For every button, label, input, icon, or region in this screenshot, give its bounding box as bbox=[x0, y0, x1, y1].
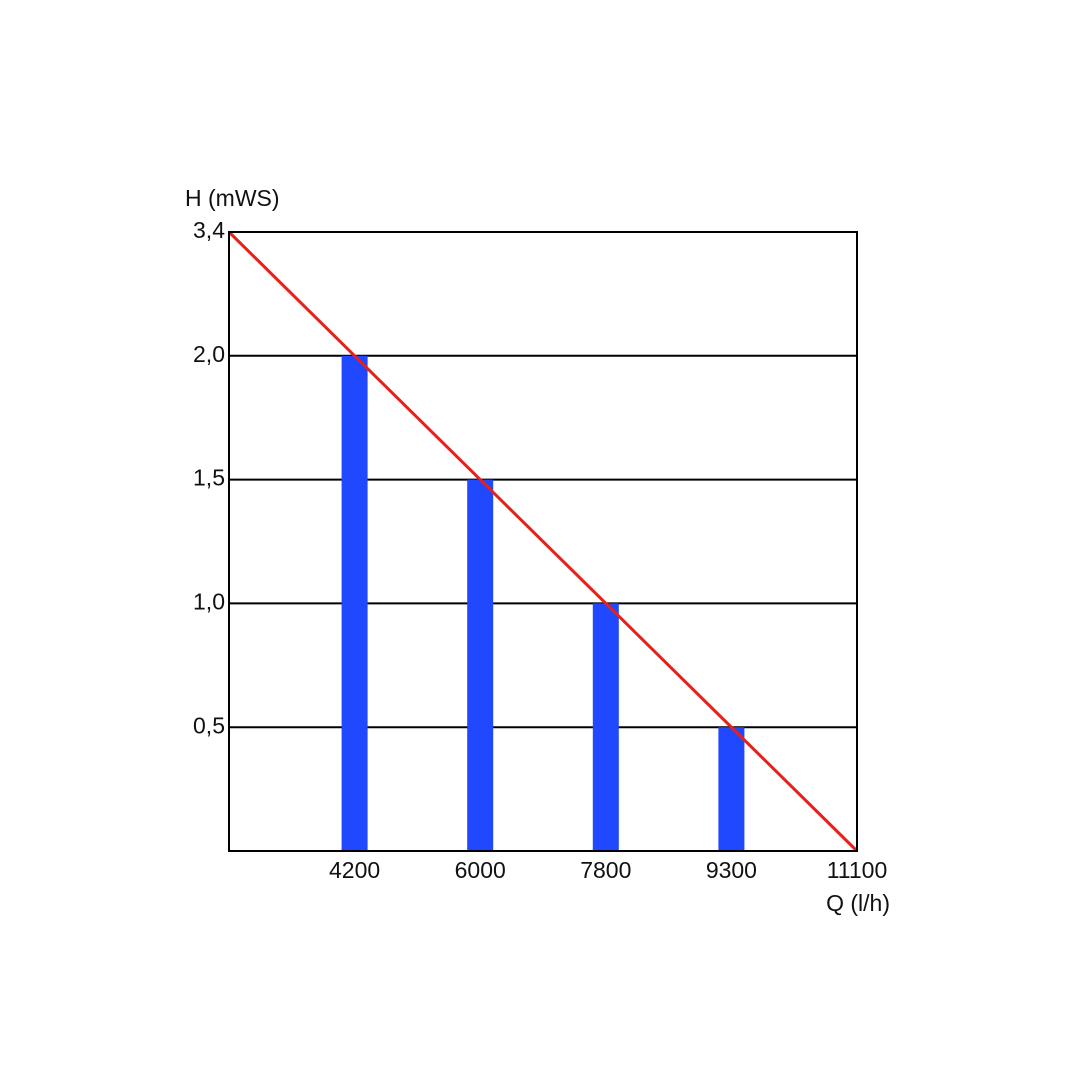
y-tick-label: 0,5 bbox=[193, 712, 225, 738]
y-tick-label: 1,0 bbox=[193, 588, 225, 614]
y-tick-label: 2,0 bbox=[193, 341, 225, 367]
x-tick-label: 9300 bbox=[706, 857, 757, 883]
x-tick-label: 11100 bbox=[827, 857, 888, 883]
x-tick-label: 4200 bbox=[329, 857, 380, 883]
bar bbox=[467, 479, 494, 851]
x-tick-label: 7800 bbox=[580, 857, 631, 883]
x-axis-title: Q (l/h) bbox=[826, 890, 890, 916]
bar bbox=[718, 727, 745, 851]
y-tick-label: 3,4 bbox=[193, 217, 225, 243]
bar bbox=[592, 603, 619, 851]
y-tick-label: 1,5 bbox=[193, 465, 225, 491]
y-axis-title: H (mWS) bbox=[185, 185, 280, 211]
x-tick-label: 6000 bbox=[455, 857, 506, 883]
bar bbox=[341, 355, 368, 851]
plot-frame bbox=[228, 231, 858, 852]
line bbox=[227, 230, 859, 853]
